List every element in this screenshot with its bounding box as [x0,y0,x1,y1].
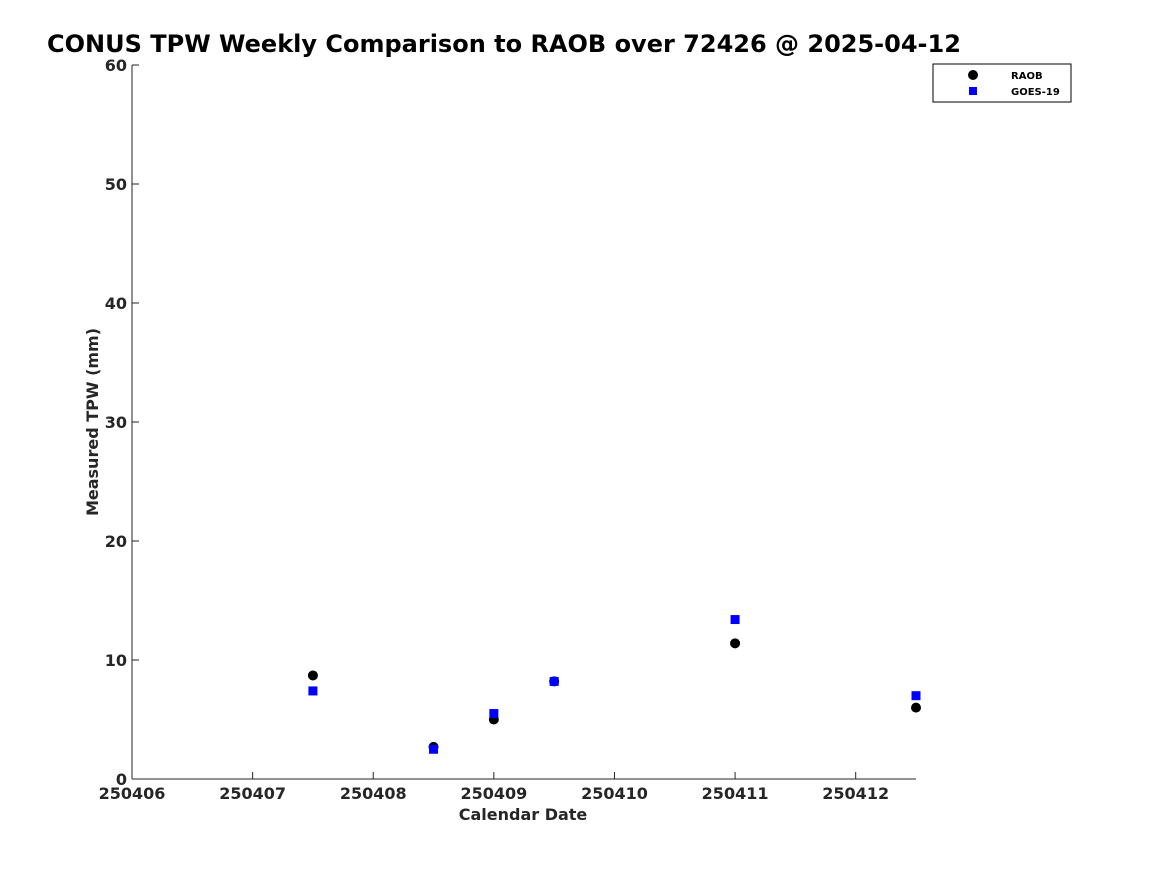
x-tick-label: 250410 [581,784,648,803]
legend-label: GOES-19 [1011,87,1060,98]
x-tick-label: 250409 [460,784,527,803]
y-tick-label: 60 [105,56,127,75]
legend: RAOB GOES-19 [932,63,1072,103]
data-point [307,670,318,681]
legend-label: RAOB [1011,71,1043,82]
legend-box [932,63,1072,103]
data-point [911,691,921,701]
series-raob [307,638,921,752]
data-point [549,676,559,686]
x-tick-label: 250407 [219,784,286,803]
x-tick-label: 250411 [702,784,769,803]
legend-marker [968,70,978,80]
y-tick-label: 0 [116,770,127,789]
series-goes-19 [308,615,921,754]
data-point [429,744,439,754]
y-tick-label: 30 [105,413,127,432]
chart-title: CONUS TPW Weekly Comparison to RAOB over… [47,30,961,58]
y-axis-ticks: 0 10 20 30 40 50 60 [105,56,139,789]
x-tick-label: 250408 [340,784,407,803]
data-point [730,638,741,649]
plot-area [131,65,916,780]
y-tick-label: 40 [105,294,127,313]
legend-marker [969,87,977,95]
y-tick-label: 10 [105,651,127,670]
x-tick-label: 250406 [99,784,166,803]
data-point [911,702,921,713]
y-axis-label: Measured TPW (mm) [83,328,102,516]
y-tick-label: 20 [105,532,127,551]
data-point [489,709,499,719]
x-axis-ticks: 250406 250407 250408 250409 250410 250411 2504… [99,772,889,803]
x-tick-label: 250412 [822,784,889,803]
data-point [308,686,318,696]
data-point [730,615,740,625]
x-axis-label: Calendar Date [459,805,588,824]
y-tick-label: 50 [105,175,127,194]
series-layer [307,615,921,754]
